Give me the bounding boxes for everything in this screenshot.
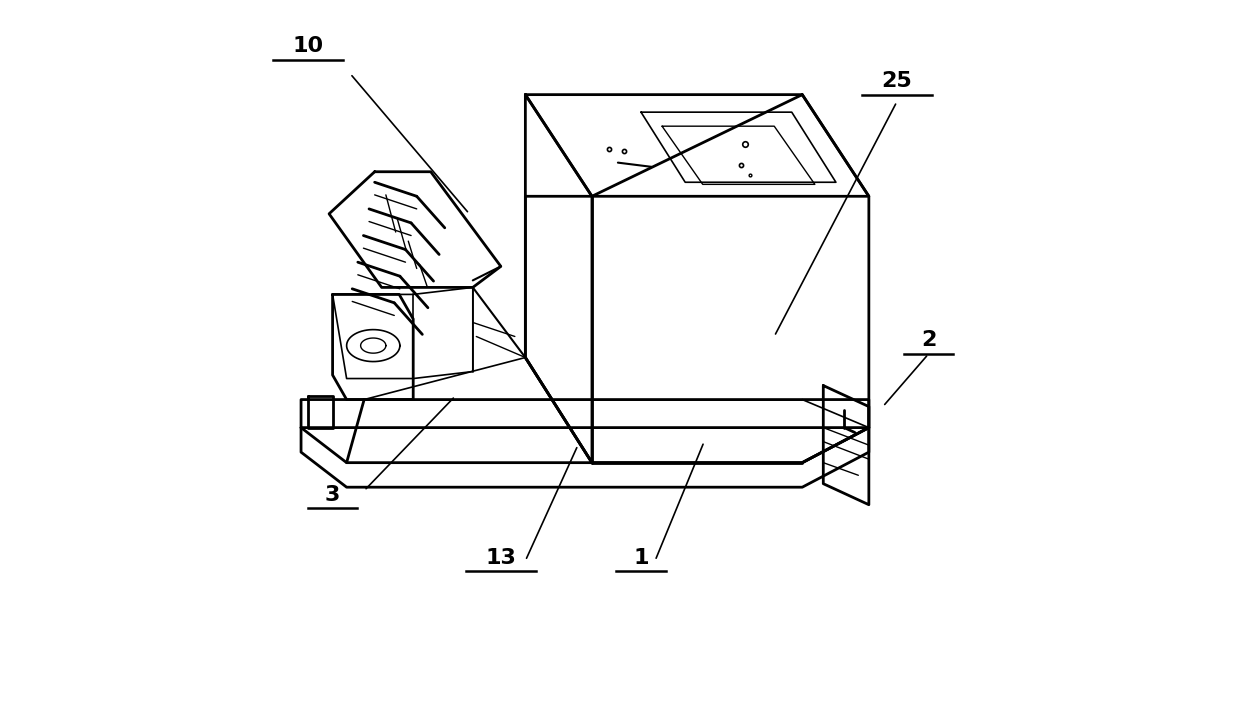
Text: 2: 2 <box>921 330 936 350</box>
Text: 3: 3 <box>325 484 340 505</box>
Text: 1: 1 <box>634 547 649 568</box>
Text: 25: 25 <box>882 71 913 91</box>
Text: 13: 13 <box>485 547 516 568</box>
Text: 10: 10 <box>293 36 324 56</box>
